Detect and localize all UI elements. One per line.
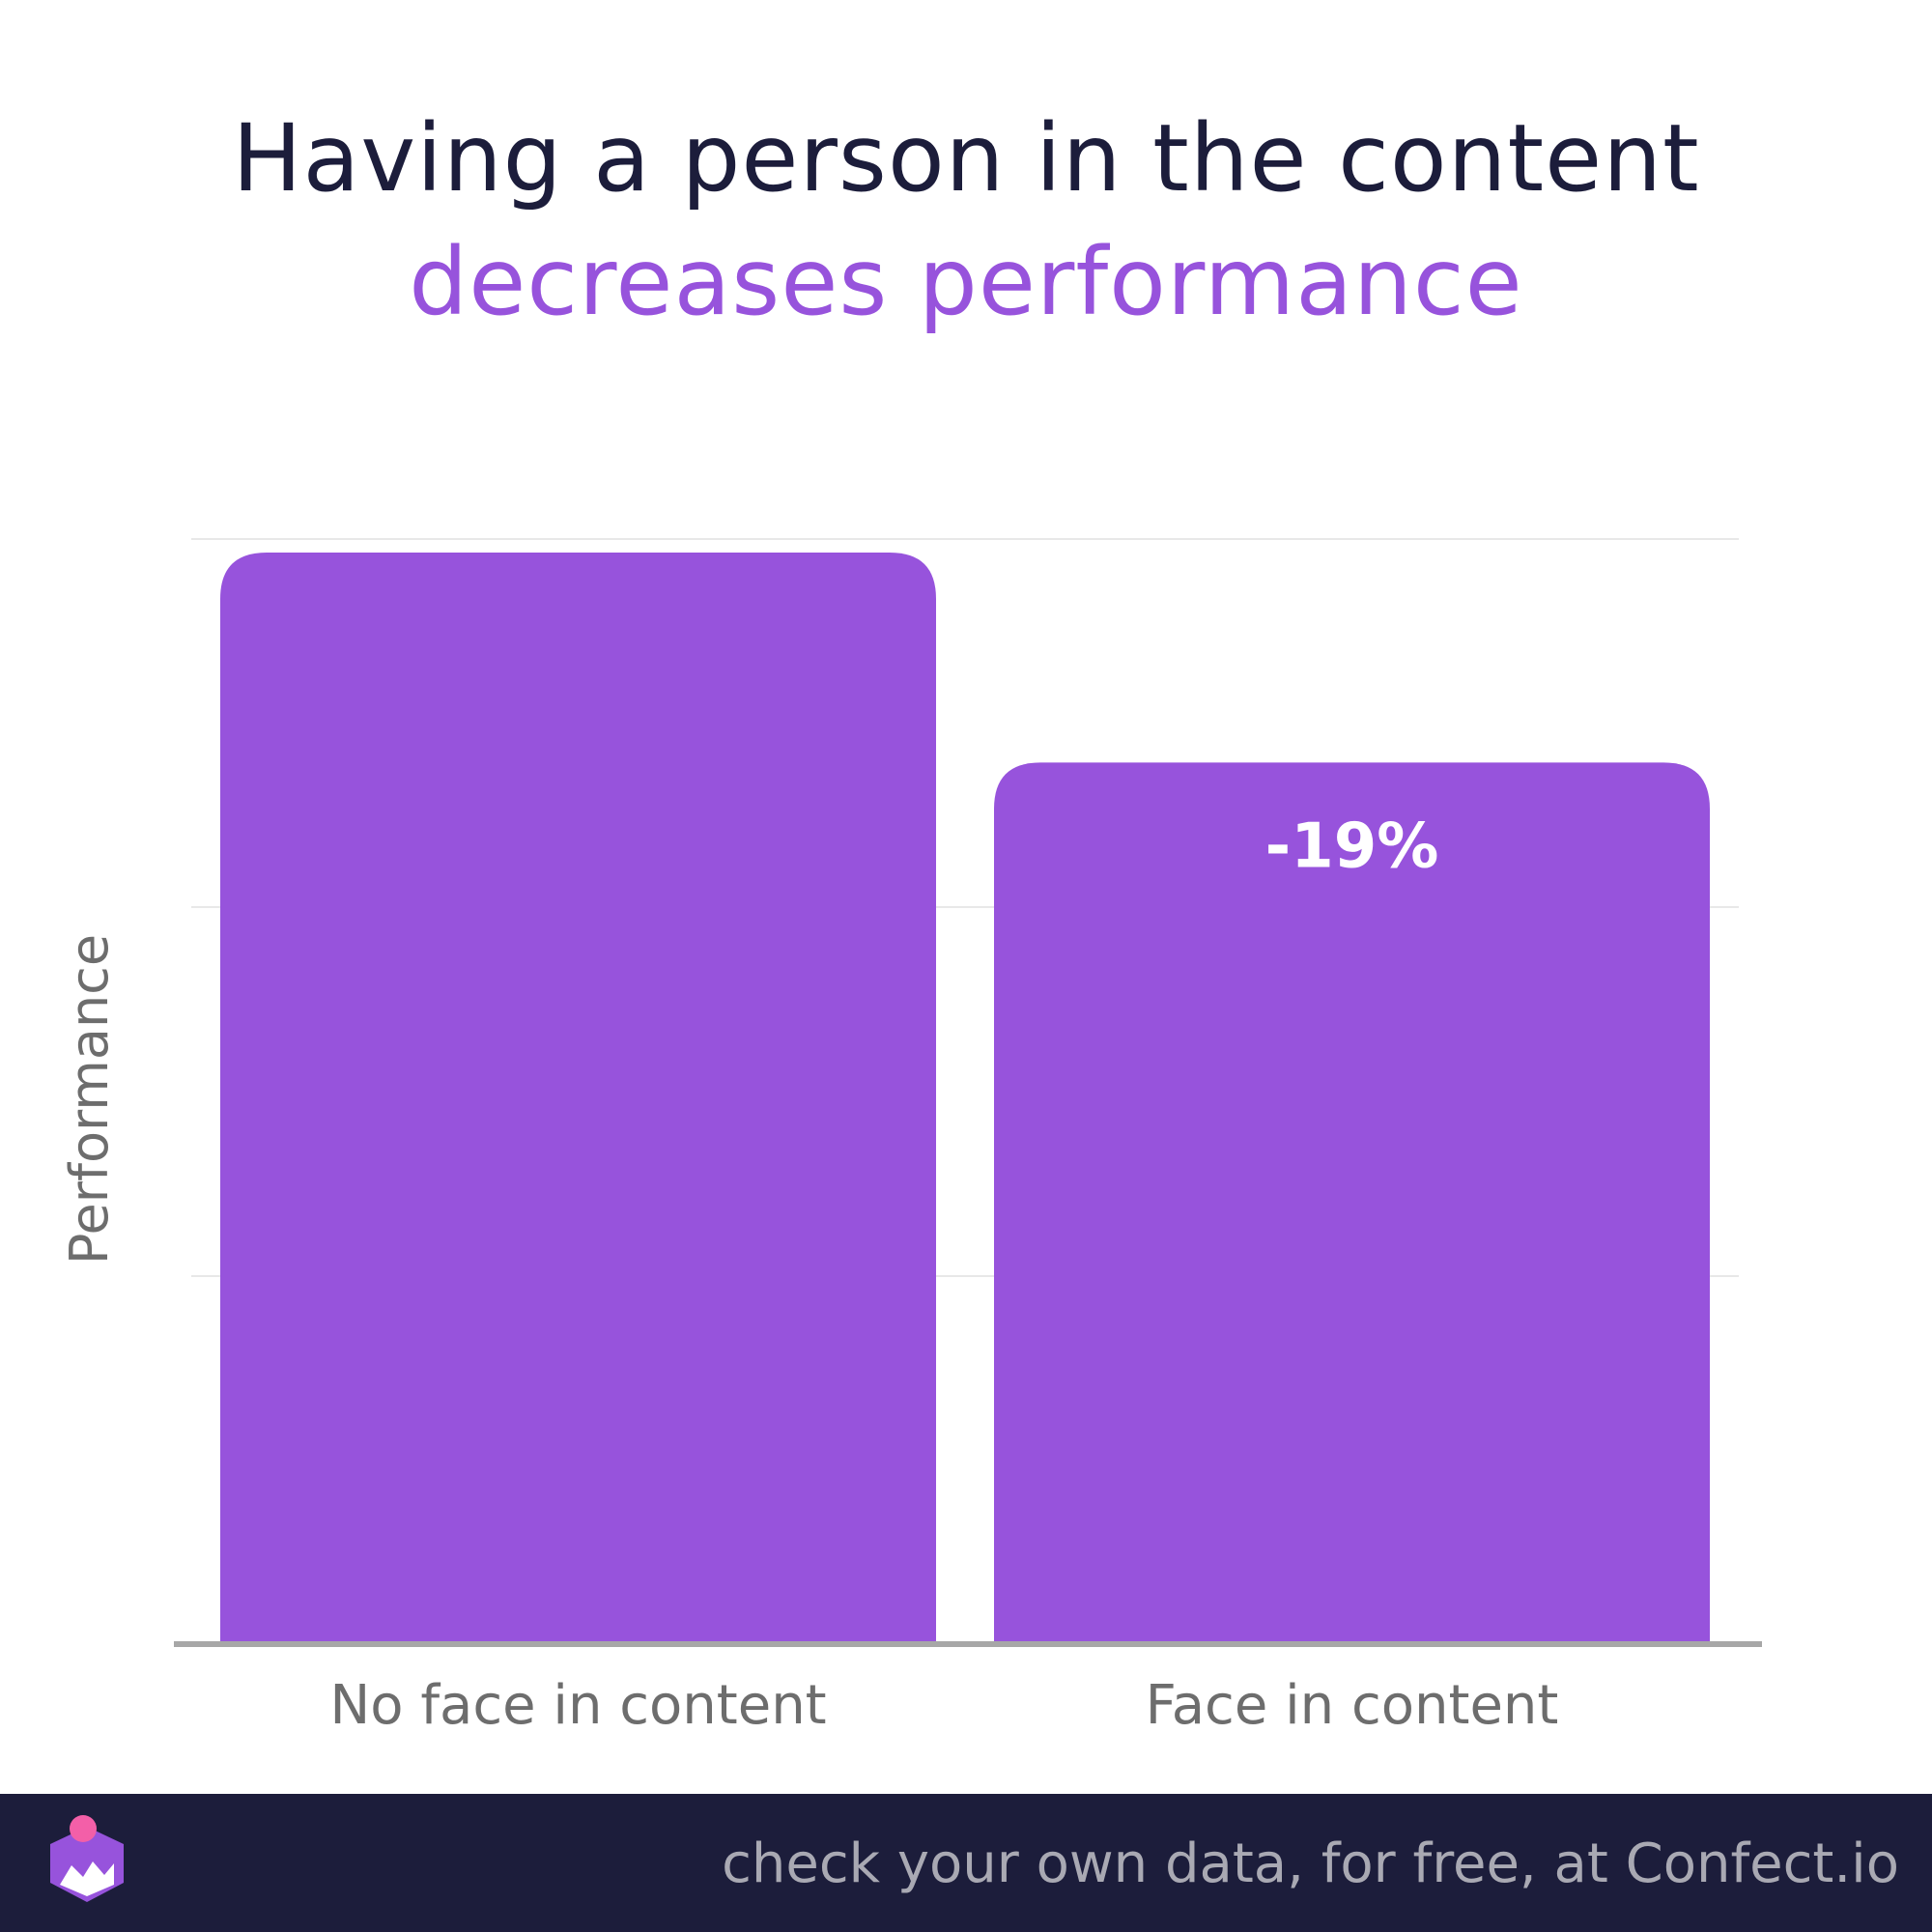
footer-bar: check your own data, for free, at Confec… xyxy=(0,1794,1932,1932)
confect-logo-icon[interactable] xyxy=(39,1813,135,1910)
bar xyxy=(220,553,936,1644)
bars xyxy=(220,553,1710,1644)
x-tick-label: Face in content xyxy=(1146,1674,1559,1737)
y-axis-label: Performance xyxy=(59,934,120,1264)
x-tick-label: No face in content xyxy=(329,1674,826,1737)
bar xyxy=(994,762,1710,1644)
chart-title: Having a person in the content xyxy=(232,104,1700,213)
data-label: -19% xyxy=(1265,810,1439,882)
bar-chart: No face in content Face in content -19% Pe… xyxy=(59,538,1762,1737)
chart-subtitle: decreases performance xyxy=(409,228,1523,336)
labels: No face in content Face in content -19% xyxy=(329,810,1558,1737)
footer-link[interactable]: check your own data, for free, at Confec… xyxy=(722,1833,1899,1895)
